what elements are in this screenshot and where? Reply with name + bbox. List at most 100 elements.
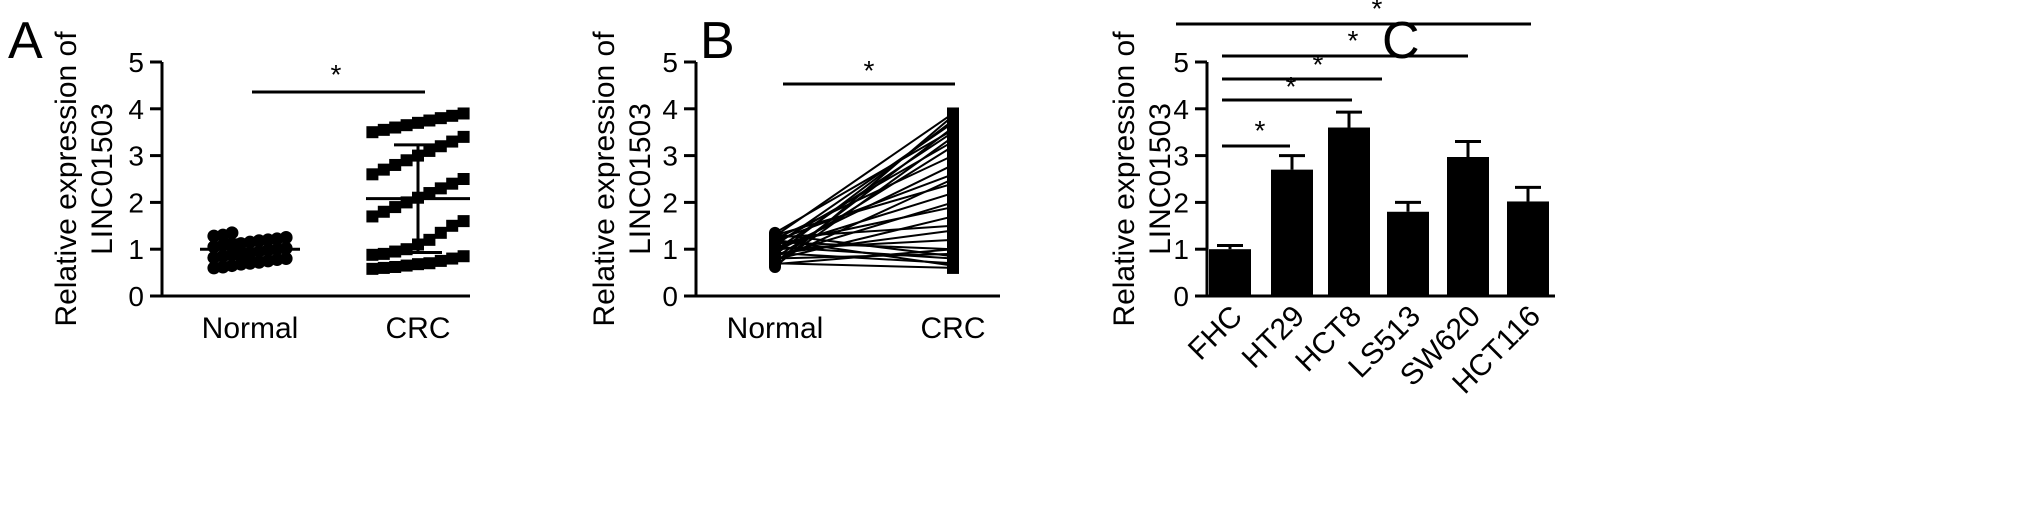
crc-point (947, 123, 959, 136)
bar (1209, 249, 1251, 296)
y-tick-label: 5 (1173, 47, 1189, 78)
significance-star: * (1255, 115, 1266, 146)
paired-line (774, 182, 954, 237)
panel-c-y-axis-label: Relative expression of LINC01503 (1108, 31, 1177, 327)
bar (1387, 211, 1429, 296)
bar (1328, 127, 1370, 297)
crc-point (947, 187, 959, 200)
crc-point (457, 130, 470, 143)
crc-point (389, 260, 402, 273)
paired-line (774, 252, 954, 260)
y-axis-label-line: Relative expression of (50, 31, 83, 327)
significance-star: * (864, 55, 875, 86)
paired-line (774, 154, 954, 240)
crc-point (389, 201, 402, 214)
crc-point (947, 177, 959, 190)
crc-point (423, 233, 436, 246)
crc-point (377, 123, 390, 136)
crc-point (366, 168, 379, 181)
y-tick-label: 1 (128, 234, 144, 265)
bar (1447, 157, 1489, 296)
crc-point (947, 233, 959, 246)
normal-point (279, 231, 293, 244)
crc-point (366, 262, 379, 275)
normal-point (225, 226, 239, 240)
y-tick-label: 2 (128, 187, 144, 218)
crc-point (457, 215, 470, 228)
crc-point (366, 210, 379, 223)
y-axis-label-line: LINC01503 (1144, 103, 1177, 255)
y-axis-label-line: LINC01503 (86, 103, 119, 255)
crc-point (400, 119, 413, 132)
y-tick-label: 5 (128, 47, 144, 78)
bar (1507, 201, 1549, 296)
crc-point (377, 205, 390, 218)
y-tick-label: 4 (128, 94, 144, 125)
crc-point (377, 247, 390, 260)
paired-line (774, 238, 954, 267)
y-tick-label: 0 (1173, 281, 1189, 312)
crc-point (423, 144, 436, 157)
crc-point (446, 252, 459, 265)
crc-point (434, 254, 447, 267)
paired-line (774, 224, 954, 239)
crc-point (947, 149, 959, 162)
y-axis-label-line: Relative expression of (588, 31, 621, 327)
x-category-label: CRC (386, 312, 451, 345)
crc-point (947, 135, 959, 148)
crc-point (423, 257, 436, 270)
y-tick-label: 3 (128, 141, 144, 172)
normal-point (769, 226, 781, 239)
crc-point (446, 177, 459, 190)
paired-line (774, 233, 954, 258)
y-tick-label: 0 (662, 281, 678, 312)
panel-label-c: C (1382, 12, 1420, 70)
panel-label-b: B (700, 12, 735, 70)
crc-point (434, 226, 447, 239)
paired-line (774, 229, 954, 255)
crc-point (947, 219, 959, 232)
y-tick-label: 1 (662, 234, 678, 265)
crc-point (446, 109, 459, 122)
crc-point (947, 250, 959, 263)
panel-a-y-axis-label: Relative expression of LINC01503 (50, 31, 119, 327)
crc-point (457, 173, 470, 185)
crc-point (366, 248, 379, 261)
crc-point (457, 250, 470, 263)
significance-star: * (331, 59, 342, 90)
y-tick-label: 2 (662, 187, 678, 218)
crc-point (434, 112, 447, 125)
y-tick-label: 2 (1173, 187, 1189, 218)
significance-star: * (1313, 49, 1324, 80)
paired-line (774, 173, 954, 242)
crc-point (423, 187, 436, 200)
normal-point (279, 252, 293, 266)
crc-point (947, 158, 959, 171)
crc-point (400, 154, 413, 167)
crc-point (947, 201, 959, 214)
paired-line (774, 262, 954, 269)
y-tick-label: 3 (1173, 141, 1189, 172)
x-category-label: Normal (202, 312, 299, 345)
y-tick-label: 4 (662, 94, 678, 125)
crc-point (377, 261, 390, 274)
crc-point (423, 114, 436, 127)
crc-point (377, 163, 390, 176)
crc-point (457, 107, 470, 120)
panel-b-y-axis-label: Relative expression of LINC01503 (588, 31, 657, 327)
crc-point (412, 258, 424, 271)
y-tick-label: 0 (128, 281, 144, 312)
bar (1271, 169, 1313, 296)
crc-point (389, 158, 402, 171)
y-axis-label-line: LINC01503 (624, 103, 657, 255)
y-tick-label: 1 (1173, 234, 1189, 265)
y-tick-label: 3 (662, 141, 678, 172)
y-tick-label: 5 (662, 47, 678, 78)
x-category-label: FHC (1182, 300, 1249, 367)
significance-star: * (1286, 71, 1297, 102)
panel-a-chart: 0 1 2 3 4 5 Relative expression of LINC01503 Nor… (50, 31, 470, 345)
crc-point (366, 126, 379, 139)
